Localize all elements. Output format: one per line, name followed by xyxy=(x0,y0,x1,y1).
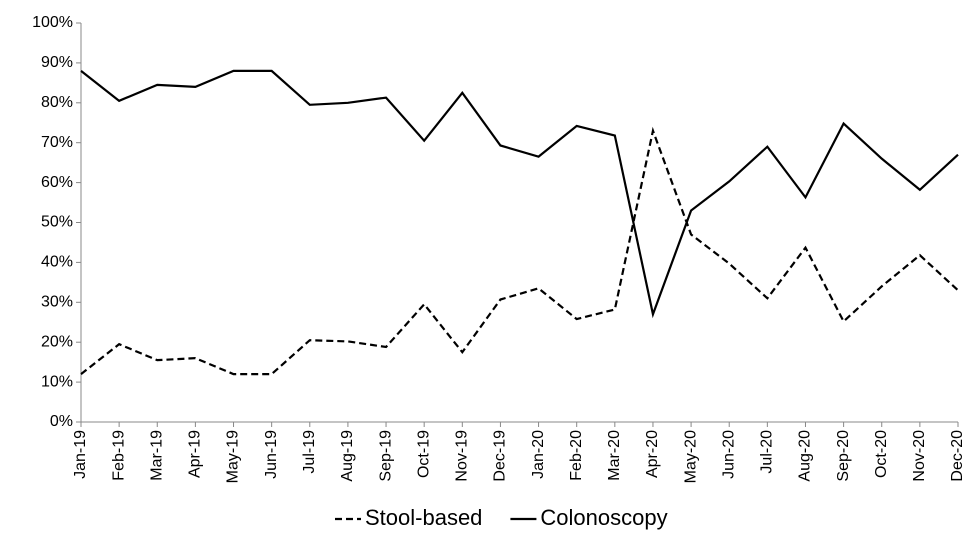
x-tick-label: Jan-19 xyxy=(72,430,89,479)
x-tick-label: Mar-19 xyxy=(148,430,165,481)
x-tick-label: Dec-20 xyxy=(949,430,966,482)
x-tick-label: Dec-19 xyxy=(492,430,509,482)
legend-label: Stool-based xyxy=(365,505,482,530)
x-tick-label: Aug-20 xyxy=(797,430,814,482)
y-tick-label: 90% xyxy=(41,54,73,71)
y-tick-label: 100% xyxy=(32,14,73,31)
x-tick-label: Nov-20 xyxy=(911,430,928,482)
x-tick-label: Mar-20 xyxy=(606,430,623,481)
x-tick-label: Aug-19 xyxy=(339,430,356,482)
series-line xyxy=(80,126,959,376)
y-tick-label: 70% xyxy=(41,134,73,151)
x-tick-label: Jan-20 xyxy=(530,430,547,479)
x-tick-label: Jun-19 xyxy=(263,430,280,479)
y-tick-label: 30% xyxy=(41,294,73,311)
x-tick-label: Jul-20 xyxy=(759,430,776,474)
x-tick-label: Oct-19 xyxy=(415,430,432,478)
x-tick-label: Feb-19 xyxy=(110,430,127,481)
x-tick-label: Jul-19 xyxy=(301,430,318,474)
y-tick-label: 20% xyxy=(41,333,73,350)
x-tick-label: May-20 xyxy=(682,430,699,483)
x-tick-label: Nov-19 xyxy=(454,430,471,482)
x-tick-label: Apr-20 xyxy=(644,430,661,478)
x-tick-label: May-19 xyxy=(225,430,242,483)
x-tick-label: Sep-20 xyxy=(835,430,852,482)
y-tick-label: 0% xyxy=(50,413,73,430)
x-tick-label: Apr-19 xyxy=(187,430,204,478)
x-tick-label: Oct-20 xyxy=(873,430,890,478)
y-tick-label: 40% xyxy=(41,254,73,271)
y-tick-label: 60% xyxy=(41,174,73,191)
y-tick-label: 80% xyxy=(41,94,73,111)
series-line xyxy=(80,69,959,319)
y-tick-label: 50% xyxy=(41,214,73,231)
legend-label: Colonoscopy xyxy=(540,505,667,530)
x-tick-label: Sep-19 xyxy=(377,430,394,482)
y-tick-label: 10% xyxy=(41,373,73,390)
x-tick-label: Jun-20 xyxy=(720,430,737,479)
x-tick-label: Feb-20 xyxy=(568,430,585,481)
